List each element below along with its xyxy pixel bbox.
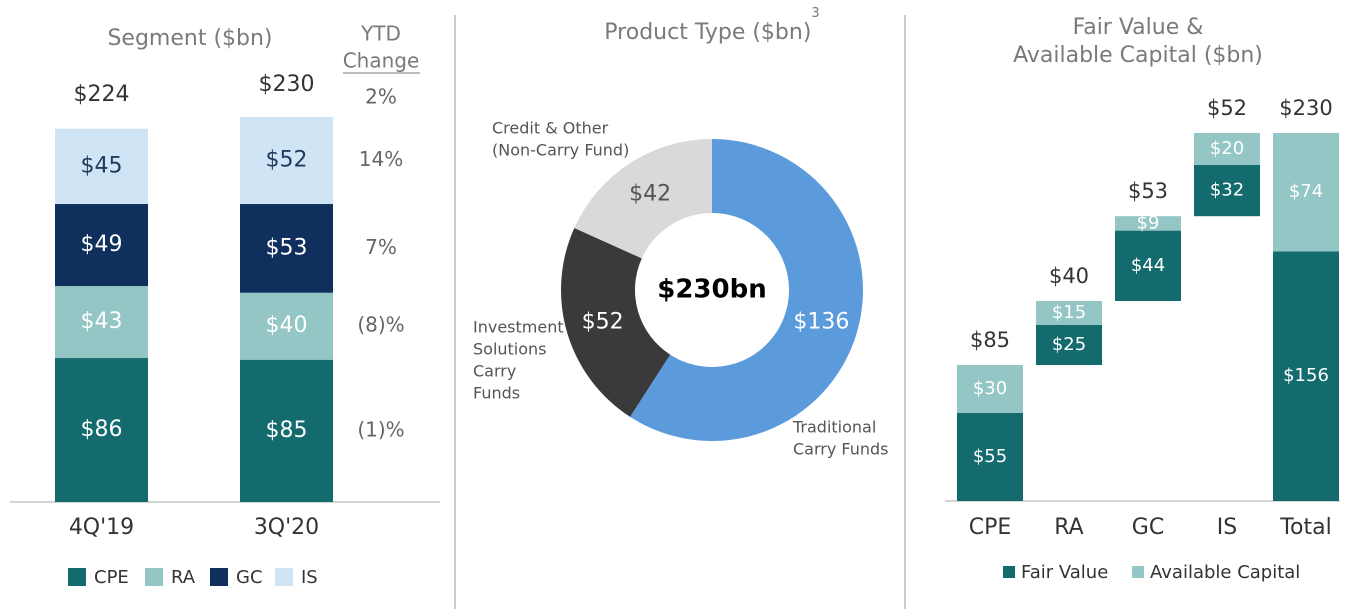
slice-label: Traditional [792,418,876,437]
slice-label: Credit & Other [492,119,609,138]
donut-slice [574,139,712,259]
data-label: $43 [81,309,123,334]
data-label: $45 [81,153,123,178]
chart-title: Segment ($bn) [107,26,272,51]
column-header: YTD [360,22,401,46]
total-label: $53 [1128,179,1168,203]
slice-label: Carry Funds [793,440,889,459]
legend-swatch [145,568,163,586]
data-label: $9 [1137,212,1160,233]
data-label: $25 [1052,334,1086,355]
legend-label: CPE [94,567,129,588]
bar-segment [55,128,148,205]
column-header: Change [343,49,420,73]
legend-label: Fair Value [1021,562,1108,583]
data-label: $20 [1210,138,1244,159]
legend-label: RA [171,567,196,588]
legend-swatch [1132,566,1144,578]
bar-segment [1194,133,1260,165]
total-label: $40 [1049,264,1089,288]
bar-segment [1194,165,1260,217]
data-label: $44 [1131,255,1165,276]
chart-title: Product Type ($bn)3 [604,6,819,46]
data-label: $85 [266,418,308,443]
bar-segment [240,292,333,360]
bar-segment [1115,230,1181,301]
bar-segment [55,204,148,287]
x-tick-label: GC [1132,515,1164,540]
x-tick-label: RA [1054,515,1083,540]
data-label: $32 [1210,180,1244,201]
data-label: $15 [1052,302,1086,323]
x-tick-label: 4Q'19 [69,515,134,540]
legend-swatch [275,568,293,586]
ytd-change: 7% [365,235,397,259]
bar-segment [1115,216,1181,231]
x-tick-label: IS [1217,515,1237,540]
data-label: $55 [973,446,1007,467]
donut-slice [561,227,671,417]
legend-swatch [68,568,86,586]
data-label: $74 [1289,181,1323,202]
title-note: 3 [811,6,819,21]
legend-label: GC [236,567,263,588]
legend-label: IS [301,567,318,588]
slice-label: Solutions [473,340,547,359]
ytd-change: 2% [365,85,397,109]
bar-segment [957,365,1023,413]
data-label: $156 [1283,365,1329,386]
slice-label: (Non-Carry Fund) [492,141,629,160]
total-label: $230 [259,72,315,97]
bar-segment [55,286,148,359]
chart-title: Available Capital ($bn) [1013,43,1263,68]
data-label: $42 [629,181,671,206]
data-label: $40 [266,313,308,338]
data-label: $86 [81,417,123,442]
bar-segment [1036,325,1102,365]
bar-segment [240,116,333,205]
total-label: $224 [74,82,130,107]
data-label: $49 [81,232,123,257]
title-text: Product Type ($bn) [604,20,811,45]
data-label: $136 [793,309,849,334]
data-label: $30 [973,378,1007,399]
total-label: $230 [1279,96,1332,120]
legend-label: Available Capital [1150,562,1300,583]
bar-segment [55,358,148,502]
slice-label: Investment [473,318,564,337]
data-label: $53 [266,235,308,260]
total-label: $85 [970,328,1010,352]
x-tick-label: Total [1279,515,1331,540]
legend-swatch [210,568,228,586]
chart-title: Fair Value & [1073,15,1204,40]
slice-label: Carry [473,362,516,381]
bar-segment [240,204,333,293]
slice-label: Funds [473,384,520,403]
x-tick-label: 3Q'20 [254,515,319,540]
data-label: $52 [266,148,308,173]
ytd-change: 14% [359,147,403,171]
bar-segment [240,359,333,502]
donut-slice [630,139,863,441]
ytd-change: (1)% [357,417,404,441]
ytd-change: (8)% [357,313,404,337]
bar-segment [1036,301,1102,325]
data-label: $52 [582,309,624,334]
bar-segment [1273,133,1339,252]
x-tick-label: CPE [969,515,1012,540]
bar-segment [1273,251,1339,501]
center-label: $230bn [657,275,766,305]
total-label: $52 [1207,96,1247,120]
legend-swatch [1003,566,1015,578]
bar-segment [957,413,1023,501]
